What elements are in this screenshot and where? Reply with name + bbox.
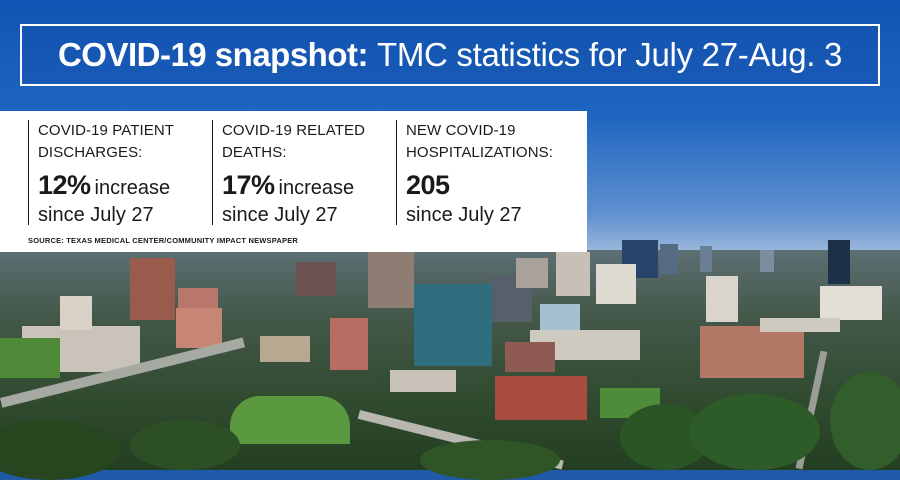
- building: [368, 252, 414, 308]
- stat-value: 12%: [38, 170, 91, 200]
- stat-figure: 17% increase: [222, 172, 392, 203]
- building: [516, 258, 548, 288]
- building: [505, 342, 555, 372]
- building: [596, 264, 636, 304]
- building: [60, 296, 92, 330]
- stat-label: NEW COVID-19 HOSPITALIZATIONS:: [406, 122, 553, 161]
- stat-qualifier: increase: [94, 177, 171, 199]
- skyline-building: [660, 244, 678, 274]
- building: [296, 262, 336, 296]
- stat-figure: 12% increase: [38, 172, 203, 203]
- building: [130, 258, 175, 320]
- park-lawn: [0, 338, 60, 378]
- park-lawn: [230, 396, 350, 444]
- title-banner: COVID-19 snapshot: TMC statistics for Ju…: [20, 24, 880, 86]
- building: [706, 276, 738, 322]
- building: [700, 326, 804, 378]
- skyline-building: [828, 240, 850, 284]
- stat-label: COVID-19 PATIENT DISCHARGES:: [38, 122, 174, 161]
- stat-qualifier: increase: [278, 177, 355, 199]
- building: [556, 252, 590, 296]
- stat-period: since July 27: [406, 204, 522, 226]
- building: [760, 318, 840, 332]
- tree: [130, 420, 240, 470]
- building: [820, 286, 882, 320]
- title-subtitle: TMC statistics for July 27-Aug. 3: [376, 36, 843, 73]
- stat-deaths: COVID-19 RELATED DEATHS: 17% increase sin…: [212, 120, 392, 226]
- tree: [690, 394, 820, 470]
- building: [176, 308, 222, 348]
- stat-hospitalizations: NEW COVID-19 HOSPITALIZATIONS: 205 since…: [396, 120, 581, 226]
- skyline-building: [700, 246, 712, 272]
- stat-value: 205: [406, 170, 450, 200]
- tree: [420, 440, 560, 480]
- building: [495, 376, 587, 420]
- stat-discharges: COVID-19 PATIENT DISCHARGES: 12% increase…: [28, 120, 203, 226]
- stat-figure: 205: [406, 172, 581, 203]
- stat-value: 17%: [222, 170, 275, 200]
- stat-period: since July 27: [222, 204, 338, 226]
- building: [540, 304, 580, 334]
- title-bold: COVID-19 snapshot:: [57, 36, 369, 73]
- tree: [0, 420, 120, 480]
- building: [330, 318, 368, 370]
- stats-panel: COVID-19 PATIENT DISCHARGES: 12% increase…: [0, 111, 587, 252]
- building: [260, 336, 310, 362]
- tree: [830, 372, 900, 470]
- building: [390, 370, 456, 392]
- stat-label: COVID-19 RELATED DEATHS:: [222, 122, 366, 161]
- glass-tower: [414, 284, 492, 366]
- source-credit: SOURCE: TEXAS MEDICAL CENTER/COMMUNITY I…: [28, 236, 299, 245]
- stat-period: since July 27: [38, 204, 154, 226]
- skyline-building: [760, 250, 774, 272]
